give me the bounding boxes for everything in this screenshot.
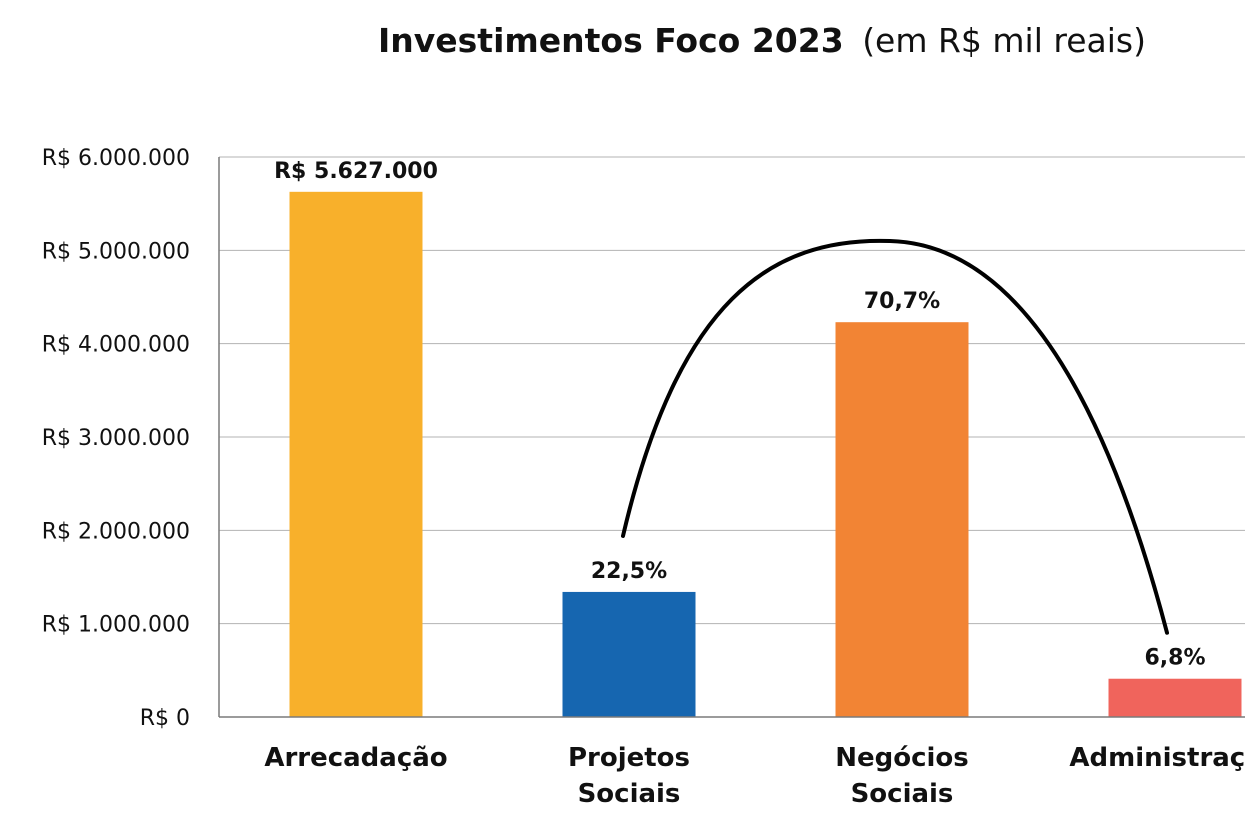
y-tick-label: R$ 6.000.000 — [42, 146, 190, 171]
svg-text:Investimentos Foco 2023: Investimentos Foco 2023 (em R$ mil reais… — [378, 21, 1146, 60]
y-tick-label: R$ 4.000.000 — [42, 333, 190, 358]
category-label: Sociais — [578, 779, 681, 809]
bar — [289, 191, 423, 717]
y-tick-label: R$ 2.000.000 — [42, 519, 190, 544]
y-tick-label: R$ 5.000.000 — [42, 239, 190, 264]
chart-title: Investimentos Foco 2023 (em R$ mil reais… — [378, 21, 1146, 60]
category-label: Arrecadação — [264, 743, 447, 773]
y-tick-label: R$ 3.000.000 — [42, 426, 190, 451]
category-label: Sociais — [851, 779, 954, 809]
y-tick-label: R$ 0 — [140, 706, 190, 731]
data-label: R$ 5.627.000 — [274, 159, 438, 184]
bar — [1108, 678, 1242, 717]
data-label: 22,5% — [591, 559, 667, 584]
category-label: Projetos — [568, 743, 690, 773]
bar — [562, 591, 696, 717]
annotation-arc — [621, 238, 1169, 635]
category-label: Administração — [1069, 743, 1245, 773]
data-label: 70,7% — [864, 289, 940, 314]
chart-title-main: Investimentos Foco 2023 — [378, 21, 844, 60]
y-tick-label: R$ 1.000.000 — [42, 613, 190, 638]
data-label: 6,8% — [1144, 646, 1205, 671]
labels: R$ 0 R$ 1.000.000 R$ 2.000.000 R$ 3.000.000… — [42, 146, 1245, 809]
chart-title-subtitle: (em R$ mil reais) — [862, 21, 1146, 60]
axes — [218, 157, 1245, 718]
bars — [289, 191, 1242, 717]
category-label: Negócios — [835, 743, 969, 773]
bar — [835, 322, 969, 717]
